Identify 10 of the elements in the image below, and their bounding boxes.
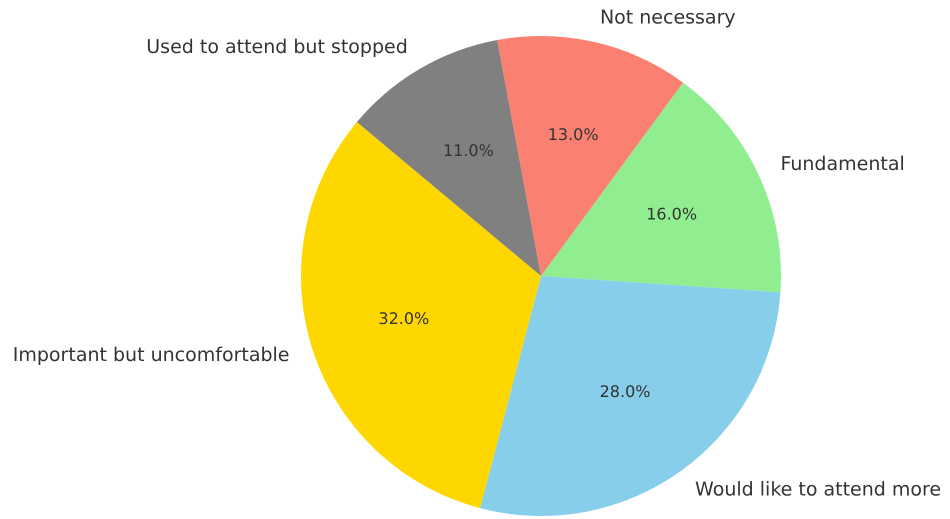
data-label: 28.0% — [600, 382, 650, 402]
slice-label: Would like to attend more — [695, 478, 942, 500]
slice-label: Important but uncomfortable — [12, 344, 290, 366]
slice-label: Fundamental — [780, 152, 905, 175]
slice-label: Not necessary — [600, 6, 736, 29]
data-label: 11.0% — [442, 140, 494, 160]
data-label: 32.0% — [378, 308, 430, 328]
slice-label: Used to attend but stopped — [146, 36, 408, 58]
data-label: 16.0% — [646, 204, 698, 224]
data-label: 13.0% — [548, 124, 599, 144]
